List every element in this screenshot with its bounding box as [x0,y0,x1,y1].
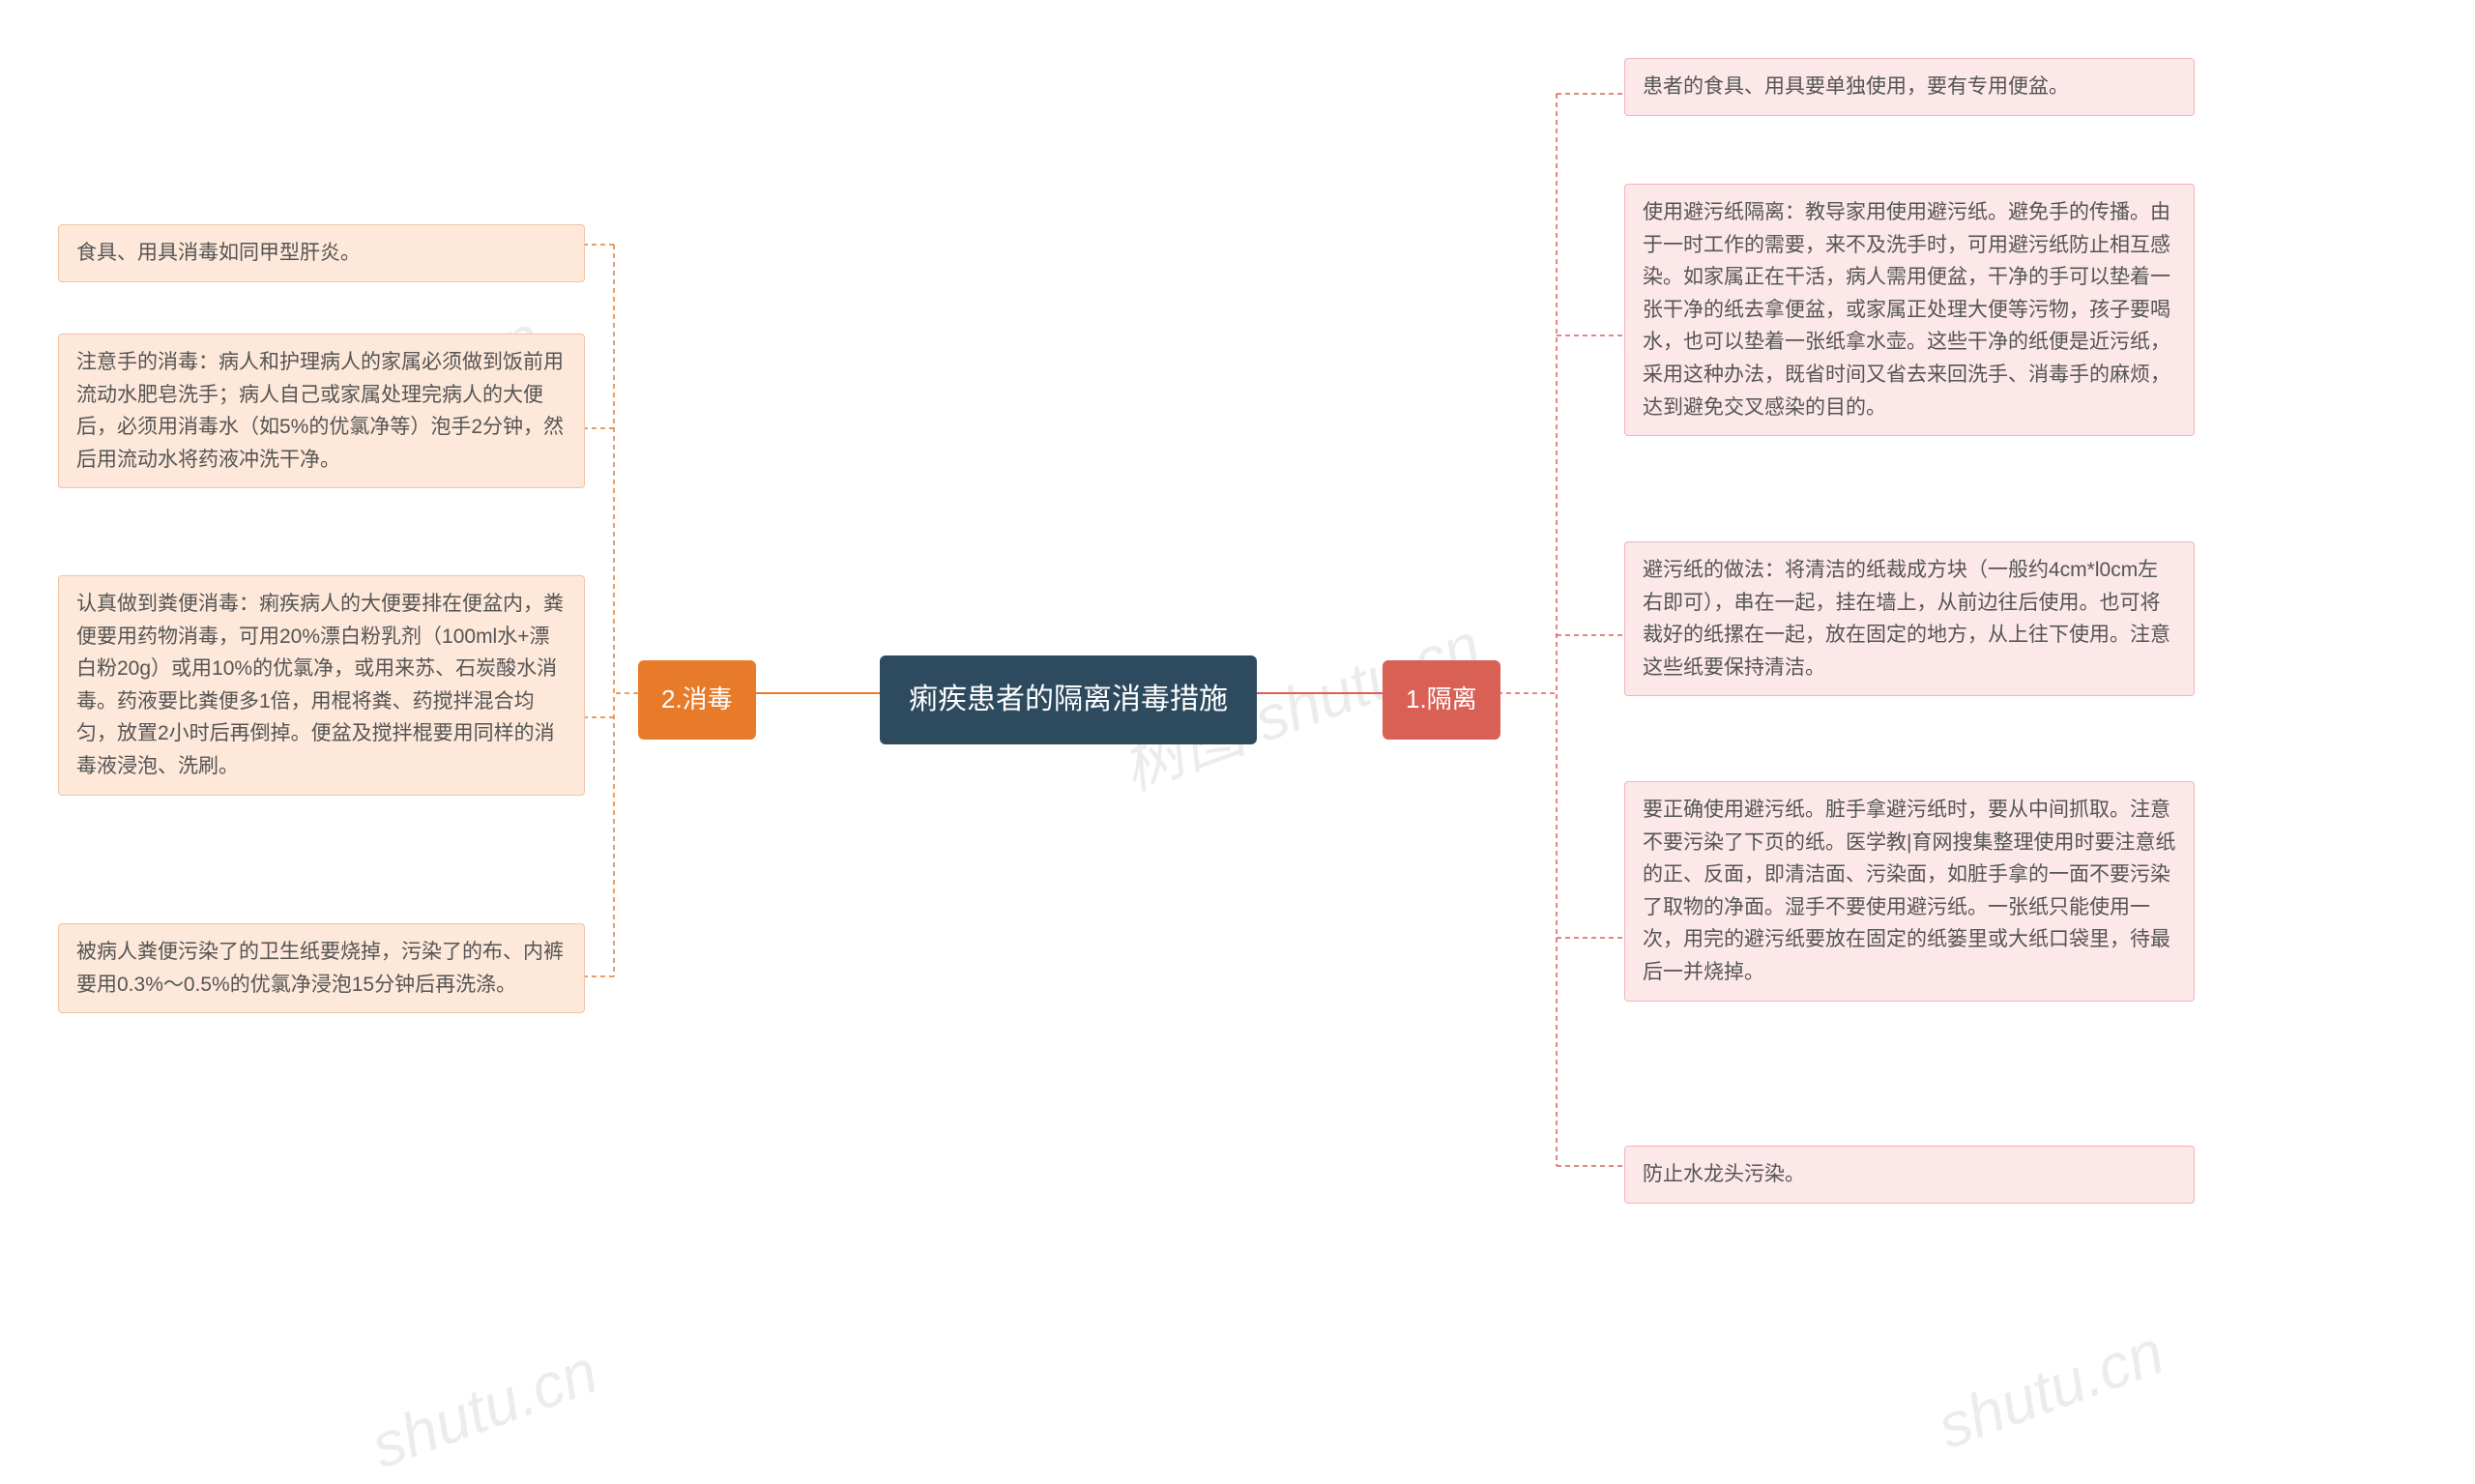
leaf-right-4: 防止水龙头污染。 [1624,1146,2195,1204]
watermark: shutu.cn [1929,1316,2173,1463]
branch-disinfection: 2.消毒 [638,660,756,740]
watermark: shutu.cn [363,1335,607,1482]
leaf-left-2: 认真做到粪便消毒：痢疾病人的大便要排在便盆内，粪便要用药物消毒，可用20%漂白粉… [58,575,585,796]
leaf-right-1: 使用避污纸隔离：教导家用使用避污纸。避免手的传播。由于一时工作的需要，来不及洗手… [1624,184,2195,436]
leaf-right-3: 要正确使用避污纸。脏手拿避污纸时，要从中间抓取。注意不要污染了下页的纸。医学教|… [1624,781,2195,1002]
leaf-left-0: 食具、用具消毒如同甲型肝炎。 [58,224,585,282]
leaf-right-2: 避污纸的做法：将清洁的纸裁成方块（一般约4cm*l0cm左右即可），串在一起，挂… [1624,541,2195,696]
root-node: 痢疾患者的隔离消毒措施 [880,655,1257,744]
leaf-right-0: 患者的食具、用具要单独使用，要有专用便盆。 [1624,58,2195,116]
leaf-left-1: 注意手的消毒：病人和护理病人的家属必须做到饭前用流动水肥皂洗手；病人自己或家属处… [58,334,585,488]
leaf-left-3: 被病人粪便污染了的卫生纸要烧掉，污染了的布、内裤要用0.3%～0.5%的优氯净浸… [58,923,585,1013]
branch-isolation: 1.隔离 [1383,660,1500,740]
